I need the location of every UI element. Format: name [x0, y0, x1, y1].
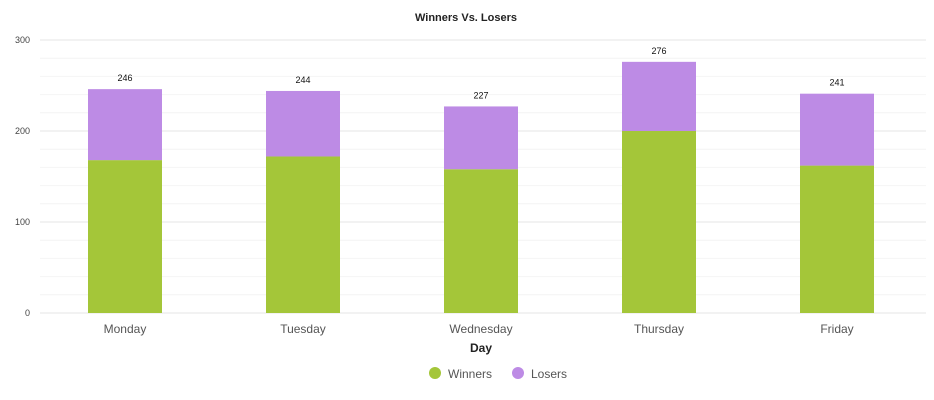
bar-stack-thursday[interactable]: [622, 61, 696, 313]
bar-losers-friday[interactable]: [800, 93, 874, 166]
legend-marker: [512, 367, 524, 379]
bar-winners-wednesday[interactable]: [444, 169, 518, 313]
bar-winners-thursday[interactable]: [622, 131, 696, 313]
data-label-total: 246: [117, 73, 132, 83]
bar-winners-friday[interactable]: [800, 165, 874, 313]
x-tick-label: Monday: [104, 322, 147, 336]
y-axis: 0 100 200 300: [15, 35, 30, 318]
data-label-total: 241: [829, 78, 844, 88]
x-axis: Monday Tuesday Wednesday Thursday Friday: [104, 322, 854, 336]
bar-stack-friday[interactable]: [800, 93, 874, 313]
legend-label: Winners: [448, 367, 492, 381]
bar-losers-thursday[interactable]: [622, 61, 696, 132]
legend[interactable]: Winners Losers: [429, 367, 567, 381]
bar-winners-monday[interactable]: [88, 160, 162, 313]
legend-label: Losers: [531, 367, 567, 381]
legend-marker: [429, 367, 441, 379]
bar-losers-tuesday[interactable]: [266, 90, 340, 157]
y-tick-label: 200: [15, 126, 30, 136]
x-tick-label: Tuesday: [280, 322, 326, 336]
bar-stack-monday[interactable]: [88, 89, 162, 313]
bar-stack-tuesday[interactable]: [266, 90, 340, 313]
y-tick-label: 300: [15, 35, 30, 45]
legend-item-winners[interactable]: Winners: [429, 367, 492, 381]
x-tick-label: Wednesday: [449, 322, 512, 336]
legend-item-losers[interactable]: Losers: [512, 367, 567, 381]
data-label-total: 244: [295, 75, 310, 85]
bar-losers-wednesday[interactable]: [444, 106, 518, 170]
y-tick-label: 0: [25, 308, 30, 318]
y-tick-label: 100: [15, 217, 30, 227]
bar-winners-tuesday[interactable]: [266, 156, 340, 313]
x-tick-label: Thursday: [634, 322, 684, 336]
data-label-total: 276: [651, 46, 666, 56]
bars: [88, 61, 874, 313]
data-label-total: 227: [473, 90, 488, 100]
bar-stack-wednesday[interactable]: [444, 106, 518, 313]
chart-title: Winners Vs. Losers: [415, 12, 517, 24]
x-tick-label: Friday: [820, 322, 853, 336]
data-labels: 246 244 227 276 241: [117, 46, 844, 101]
bar-losers-monday[interactable]: [88, 89, 162, 161]
x-axis-title: Day: [470, 341, 492, 355]
